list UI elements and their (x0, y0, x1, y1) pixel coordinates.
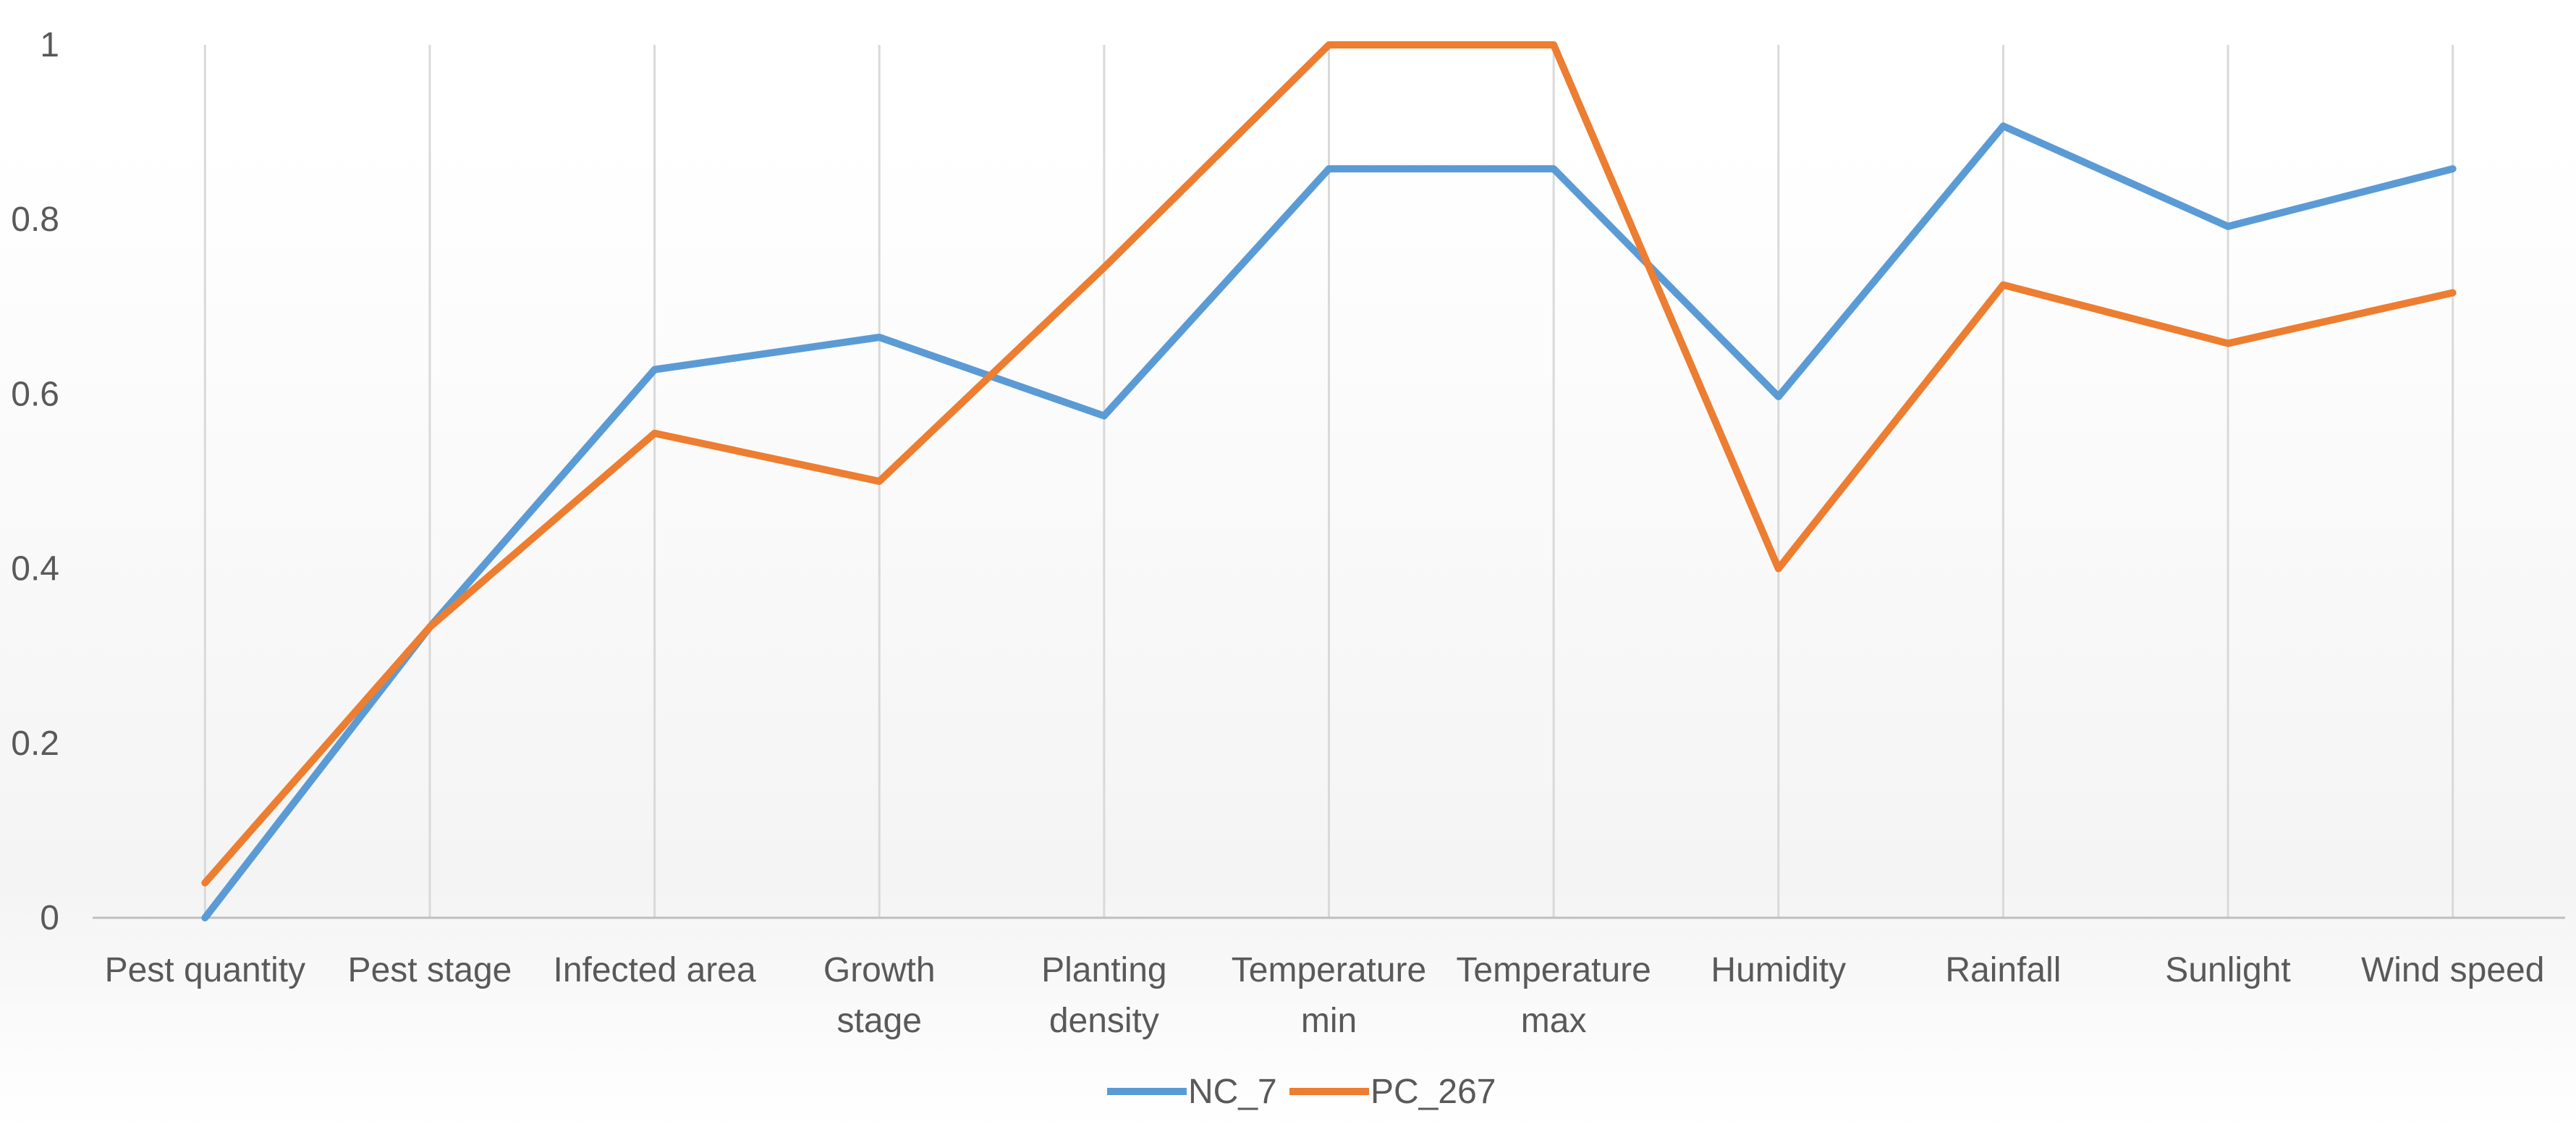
x-tick-labels: Pest quantity Pest stage Infected area Grow… (105, 951, 2545, 1040)
x-tick-label: Pest quantity (105, 951, 306, 989)
y-tick-label: 1 (40, 26, 59, 64)
x-tick-label: Infected area (553, 951, 756, 989)
x-tick-label: Temperature min (1232, 951, 1426, 1040)
x-tick-label: Pest stage (348, 951, 512, 989)
series-line-nc-7 (201, 122, 2457, 921)
x-tick-label: Planting density (1041, 951, 1166, 1040)
x-tick-label: Humidity (1711, 951, 1846, 989)
x-tick-label: Growth stage (823, 951, 936, 1040)
y-tick-label: 0.8 (11, 200, 59, 239)
legend-label-pc-267: PC_267 (1370, 1073, 1496, 1111)
series-lines (201, 41, 2457, 921)
x-tick-label: Temperature max (1456, 951, 1651, 1040)
x-tick-label: Rainfall (1945, 951, 2061, 989)
y-tick-label: 0.4 (11, 550, 59, 588)
x-tick-label: Wind speed (2361, 951, 2544, 989)
x-tick-label: Sunlight (2165, 951, 2290, 989)
y-tick-labels: 0 0.2 0.4 0.6 0.8 1 (11, 26, 59, 937)
y-tick-label: 0.2 (11, 725, 59, 763)
gridlines (203, 45, 2454, 918)
series-line-pc-267 (201, 41, 2457, 887)
y-tick-label: 0.6 (11, 375, 59, 413)
y-tick-label: 0 (40, 899, 59, 937)
legend: NC_7 PC_267 (1107, 1073, 1496, 1111)
legend-label-nc-7: NC_7 (1188, 1073, 1277, 1111)
